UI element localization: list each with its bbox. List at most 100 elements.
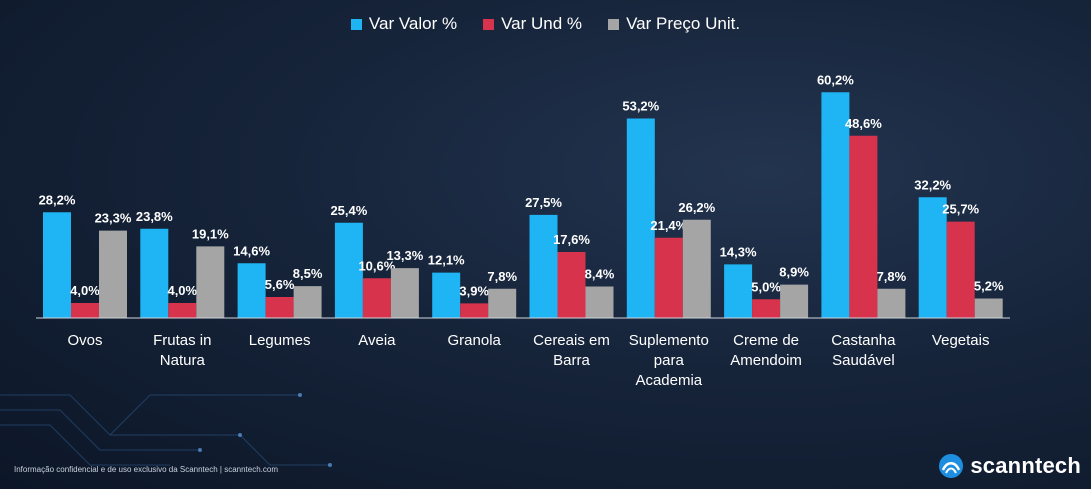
bar-ovos-var-und [71, 303, 99, 318]
category-label-line: Amendoim [730, 352, 802, 369]
category-label-line: Castanha [831, 332, 896, 349]
data-label-aveia-var-valor: 25,4% [330, 203, 367, 218]
category-label-line: para [654, 352, 685, 369]
category-label-castanha-saudavel: Castanha Saudável [831, 332, 896, 369]
data-label-creme-de-amendoim-var-preco-unit: 8,9% [779, 265, 809, 280]
bar-cereais-em-barra-var-preco-unit [585, 286, 614, 318]
bar-creme-de-amendoim-var-preco-unit [780, 284, 809, 318]
bar-legumes-var-preco-unit [293, 286, 322, 318]
data-label-suplemento-para-academia-var-preco-unit: 26,2% [678, 200, 715, 215]
bar-frutas-in-natura-var-und [168, 303, 197, 318]
bar-granola-var-valor [432, 272, 461, 318]
data-label-creme-de-amendoim-var-valor: 14,3% [720, 244, 757, 259]
data-label-legumes-var-und: 5,6% [265, 277, 295, 292]
category-label-frutas-in-natura: Frutas in Natura [153, 332, 211, 369]
category-label-line: Academia [635, 372, 702, 389]
data-label-cereais-em-barra-var-preco-unit: 8,4% [585, 267, 615, 282]
category-label-aveia: Aveia [358, 332, 396, 349]
data-label-castanha-saudavel-var-valor: 60,2% [817, 72, 854, 87]
data-label-ovos-var-und: 4,0% [70, 283, 100, 298]
data-label-creme-de-amendoim-var-und: 5,0% [751, 279, 781, 294]
bar-aveia-var-preco-unit [390, 268, 419, 318]
data-label-castanha-saudavel-var-und: 48,6% [845, 116, 882, 131]
category-label-line: Granola [448, 332, 502, 349]
bar-aveia-var-valor [334, 222, 363, 318]
data-label-aveia-var-und: 10,6% [358, 258, 395, 273]
bar-ovos-var-preco-unit [99, 230, 127, 318]
bar-creme-de-amendoim-var-und [752, 299, 781, 318]
category-label-cereais-em-barra: Cereais em Barra [533, 332, 610, 369]
bar-frutas-in-natura-var-preco-unit [196, 246, 225, 318]
data-label-castanha-saudavel-var-preco-unit: 7,8% [877, 269, 907, 284]
bar-ovos-var-valor [43, 212, 71, 318]
category-label-line: Cereais em [533, 332, 610, 349]
data-label-frutas-in-natura-var-und: 4,0% [167, 283, 197, 298]
data-label-suplemento-para-academia-var-und: 21,4% [650, 218, 687, 233]
brand-logo: scanntech [938, 453, 1081, 479]
bar-cereais-em-barra-var-valor [529, 214, 558, 318]
scanntech-logo-icon [939, 454, 964, 478]
category-label-line: Barra [553, 352, 590, 369]
data-label-frutas-in-natura-var-valor: 23,8% [136, 209, 173, 224]
category-label-line: Legumes [249, 332, 311, 349]
data-label-legumes-var-preco-unit: 8,5% [293, 266, 323, 281]
bar-granola-var-preco-unit [488, 288, 517, 318]
bar-castanha-saudavel-var-preco-unit [877, 288, 906, 318]
data-label-legumes-var-valor: 14,6% [233, 243, 270, 258]
legend-swatch-var-valor [350, 18, 362, 30]
legend-swatch-var-preco-unit [608, 18, 620, 30]
bar-suplemento-para-academia-var-und [654, 237, 683, 318]
bar-vegetais-var-und [946, 221, 975, 318]
data-label-suplemento-para-academia-var-valor: 53,2% [622, 99, 659, 114]
bar-frutas-in-natura-var-valor [140, 228, 169, 318]
bar-cereais-em-barra-var-und [557, 252, 586, 318]
category-label-vegetais: Vegetais [932, 332, 990, 349]
category-label-line: Natura [160, 352, 206, 369]
legend-swatch-var-und [483, 18, 495, 30]
data-label-vegetais-var-und: 25,7% [942, 202, 979, 217]
bar-legumes-var-valor [237, 263, 266, 318]
data-label-ovos-var-valor: 28,2% [39, 192, 76, 207]
data-label-aveia-var-preco-unit: 13,3% [386, 248, 423, 263]
legend-item-var-und: Var Und % [483, 14, 582, 34]
data-label-granola-var-preco-unit: 7,8% [487, 269, 517, 284]
chart-legend: Var Valor % Var Und % Var Preço Unit. [0, 14, 1091, 34]
category-label-creme-de-amendoim: Creme de Amendoim [730, 332, 802, 369]
legend-item-var-valor: Var Valor % [350, 14, 458, 34]
category-label-line: Creme de [733, 332, 799, 349]
bar-legumes-var-und [265, 297, 294, 318]
legend-label-var-und: Var Und % [501, 14, 583, 33]
category-label-line: Saudável [832, 352, 895, 369]
legend-label-var-preco-unit: Var Preço Unit. [626, 14, 741, 33]
category-label-line: Ovos [67, 332, 102, 349]
bar-castanha-saudavel-var-valor [821, 92, 850, 318]
legend-item-var-preco-unit: Var Preço Unit. [608, 14, 740, 34]
category-label-line: Aveia [358, 332, 396, 349]
category-label-line: Vegetais [932, 332, 990, 349]
data-label-frutas-in-natura-var-preco-unit: 19,1% [192, 226, 229, 241]
bar-castanha-saudavel-var-und [849, 135, 878, 318]
category-label-granola: Granola [448, 332, 502, 349]
data-label-vegetais-var-valor: 32,2% [914, 177, 951, 192]
footer-confidential-note: Informação confidencial e de uso exclusi… [14, 465, 279, 474]
bar-vegetais-var-preco-unit [974, 298, 1003, 318]
data-label-granola-var-valor: 12,1% [428, 253, 465, 268]
category-label-line: Suplemento [629, 332, 709, 349]
category-label-ovos: Ovos [67, 332, 102, 349]
data-label-granola-var-und: 3,9% [459, 283, 489, 298]
data-label-vegetais-var-preco-unit: 5,2% [974, 279, 1004, 294]
bar-creme-de-amendoim-var-valor [724, 264, 753, 318]
brand-name: scanntech [970, 453, 1081, 478]
legend-label-var-valor: Var Valor % [368, 14, 458, 33]
bar-granola-var-und [460, 303, 489, 318]
category-label-line: Frutas in [153, 332, 211, 349]
category-label-suplemento-para-academia: Suplemento para Academia [629, 332, 709, 389]
data-label-cereais-em-barra-var-und: 17,6% [553, 232, 590, 247]
data-label-cereais-em-barra-var-valor: 27,5% [525, 195, 562, 210]
data-label-ovos-var-preco-unit: 23,3% [95, 211, 132, 226]
category-label-legumes: Legumes [249, 332, 311, 349]
bar-vegetais-var-valor [918, 197, 947, 318]
bar-suplemento-para-academia-var-preco-unit [682, 219, 711, 318]
bar-aveia-var-und [362, 278, 391, 318]
